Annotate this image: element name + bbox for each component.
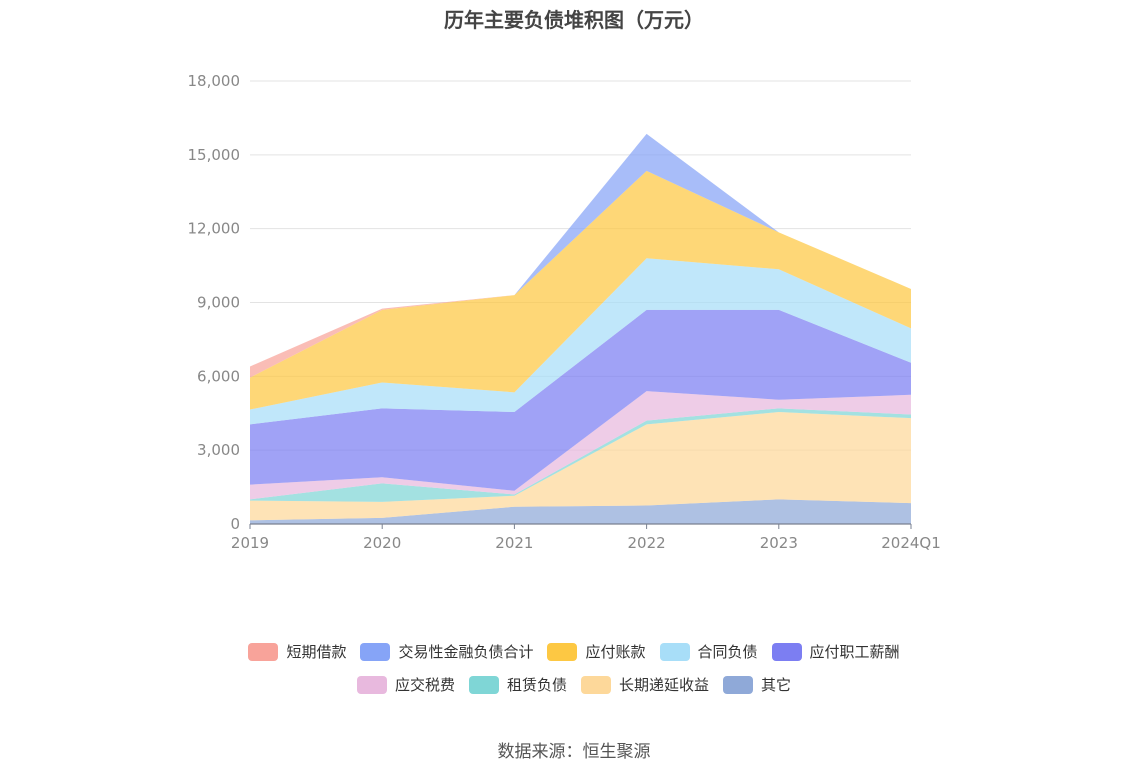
- legend-label: 合同负债: [697, 643, 758, 661]
- legend-item[interactable]: 应付职工薪酬: [771, 641, 900, 662]
- area-应交税费[interactable]: [250, 391, 911, 500]
- legend-label: 短期借款: [286, 643, 347, 661]
- legend-swatch: [248, 642, 279, 661]
- legend-swatch: [581, 675, 611, 694]
- legend-item[interactable]: 租赁负债: [468, 674, 567, 695]
- x-tick-label: 2023: [760, 534, 798, 552]
- y-tick-label: 18,000: [188, 72, 241, 90]
- legend-label: 应交税费: [394, 676, 455, 694]
- legend-item[interactable]: 合同负债: [659, 641, 758, 662]
- area-应付账款[interactable]: [250, 170, 911, 410]
- legend-swatch: [468, 675, 499, 694]
- legend-item[interactable]: 长期递延收益: [581, 674, 709, 695]
- chart-area: 0 3,000 6,000 9,000 12,000 15,000 18,000 2019 20…: [188, 72, 941, 552]
- legend-swatch: [356, 675, 387, 694]
- x-tick-label: 2021: [495, 534, 533, 552]
- y-tick-label: 6,000: [197, 367, 240, 385]
- area-series: [250, 133, 911, 524]
- y-tick-label: 3,000: [197, 441, 240, 459]
- legend-item[interactable]: 应付账款: [547, 641, 646, 662]
- legend-label: 租赁负债: [506, 676, 567, 694]
- x-tick-label: 2022: [628, 534, 666, 552]
- area-应付职工薪酬[interactable]: [250, 309, 911, 491]
- legend-item[interactable]: 短期借款: [248, 641, 346, 662]
- area-租赁负债[interactable]: [250, 408, 911, 502]
- y-tick-label: 12,000: [188, 220, 241, 238]
- legend-row-2: 应交税费 租赁负债 长期递延收益 其它: [0, 674, 1148, 695]
- legend-label: 应付职工薪酬: [809, 643, 900, 661]
- legend-row-1: 短期借款 交易性金融负债合计 应付账款 合同负债 应付职工薪酬: [0, 641, 1148, 662]
- y-tick-label: 15,000: [188, 146, 241, 164]
- area-合同负债[interactable]: [250, 258, 911, 425]
- y-tick-label: 9,000: [197, 294, 240, 312]
- legend-item[interactable]: 交易性金融负债合计: [360, 641, 533, 662]
- area-长期递延收益[interactable]: [250, 412, 911, 521]
- y-tick-label: 0: [230, 515, 240, 533]
- x-tick-label: 2024Q1: [881, 534, 941, 552]
- source-note: 数据来源：恒生聚源: [497, 742, 651, 762]
- legend-item[interactable]: 其它: [723, 674, 791, 695]
- axes: 0 3,000 6,000 9,000 12,000 15,000 18,000 2019 20…: [188, 72, 941, 552]
- legend-label: 交易性金融负债合计: [398, 643, 534, 661]
- legend-item[interactable]: 应交税费: [356, 674, 455, 695]
- legend-label: 其它: [761, 676, 792, 694]
- legend-swatch: [771, 642, 802, 661]
- legend-swatch: [360, 642, 391, 661]
- area-其它[interactable]: [250, 499, 911, 524]
- chart-title: 历年主要负债堆积图（万元）: [444, 8, 704, 32]
- legend-swatch: [723, 675, 754, 694]
- legend-label: 长期递延收益: [619, 676, 710, 694]
- x-tick-label: 2019: [231, 534, 269, 552]
- legend-swatch: [659, 642, 690, 661]
- x-tick-label: 2020: [363, 534, 401, 552]
- legend-label: 应付账款: [585, 643, 646, 661]
- legend-swatch: [547, 642, 578, 661]
